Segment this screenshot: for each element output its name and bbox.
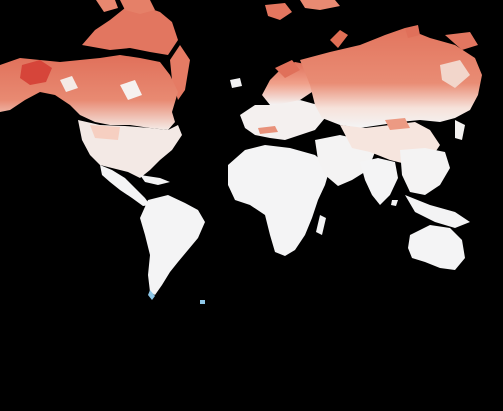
region-canada <box>0 55 178 130</box>
region-southeast-asia <box>400 120 470 228</box>
region-australia <box>408 225 465 270</box>
region-south-asia <box>360 158 398 206</box>
region-africa <box>228 145 330 256</box>
region-usa <box>78 120 182 178</box>
region-europe-north <box>262 60 318 105</box>
region-russia-siberia <box>300 25 482 128</box>
region-south-america <box>140 195 205 304</box>
region-mexico-central-america <box>100 165 170 206</box>
region-greenland-fragments <box>230 78 242 88</box>
